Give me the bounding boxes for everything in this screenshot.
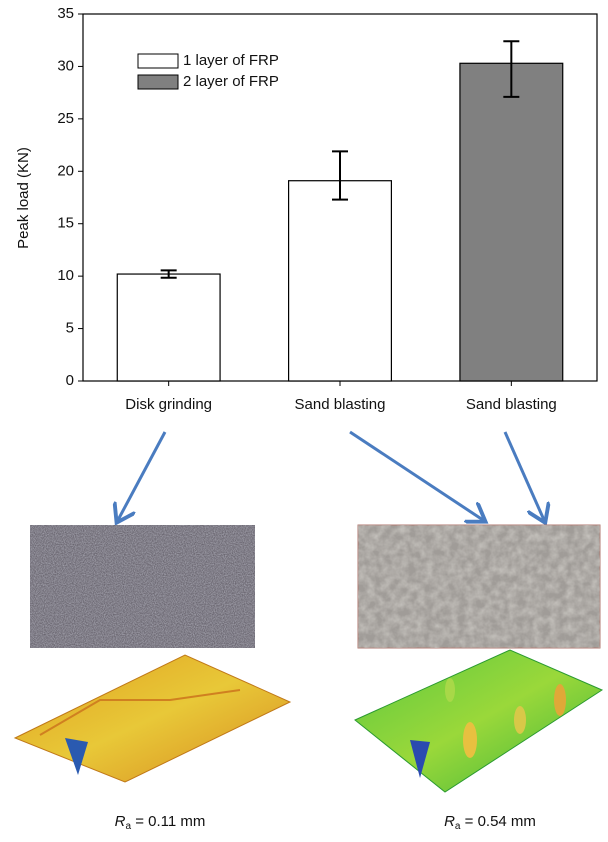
photo-left [30,525,255,648]
legend-swatch [137,53,179,69]
caption-text: = 0.54 mm [460,813,535,830]
surface-peak [514,706,526,734]
caption-subscript: a [125,821,131,832]
surface-left [13,654,292,783]
error-bar [503,40,520,98]
surface-ridge [39,689,241,736]
surface [354,649,604,793]
surface-peak [65,738,88,775]
photo-texture [30,525,255,648]
photo-right [357,524,601,649]
x-tick-label: Sand blasting [466,396,557,413]
arrow [118,431,167,520]
y-tick-label: 25 [57,110,74,127]
surface-peak [445,678,455,702]
surface-peak [554,684,566,716]
arrows [118,430,544,520]
y-tick-label: 5 [66,320,74,337]
caption-symbol: R [115,813,126,830]
error-bar [160,269,177,279]
caption: Ra = 0.54 mm [444,813,536,832]
legend-swatch [137,74,179,90]
y-tick-label: 20 [57,162,74,179]
bar [116,273,221,382]
x-tick-label: Disk grinding [125,396,212,413]
y-tick-label: 15 [57,215,74,232]
bar [459,62,564,382]
surface-right [354,649,604,793]
y-tick-label: 35 [57,5,74,22]
legend-label: 1 layer of FRP [183,52,279,69]
arrow [503,431,544,520]
x-tick-label: Sand blasting [295,396,386,413]
error-bar [332,150,348,201]
y-axis-label: Peak load (KN) [15,147,32,249]
legend-label: 2 layer of FRP [183,73,279,90]
caption-text: = 0.11 mm [131,813,205,830]
bar [288,180,393,382]
surface-peak [463,722,477,758]
plot: 0 5 10 15 20 25 30 35 Disk grinding Sand blasting… [57,5,598,413]
surface-peak [410,740,430,778]
caption-subscript: a [455,821,461,832]
surface [13,654,292,783]
caption-symbol: R [444,813,455,830]
y-tick-label: 10 [57,267,74,284]
y-tick-label: 30 [57,57,74,74]
caption: Ra = 0.11 mm [115,813,206,832]
arrow [349,430,483,520]
y-tick-label: 0 [66,372,74,389]
photo-texture [358,525,600,648]
